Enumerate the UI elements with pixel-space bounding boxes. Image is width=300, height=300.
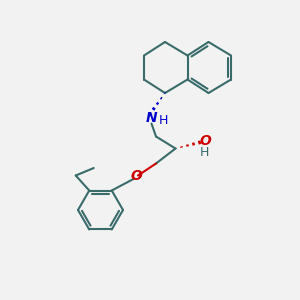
Text: N: N: [146, 112, 157, 125]
Text: H: H: [200, 146, 210, 160]
Text: O: O: [130, 169, 142, 183]
Text: O: O: [199, 134, 211, 148]
Text: H: H: [159, 114, 168, 127]
